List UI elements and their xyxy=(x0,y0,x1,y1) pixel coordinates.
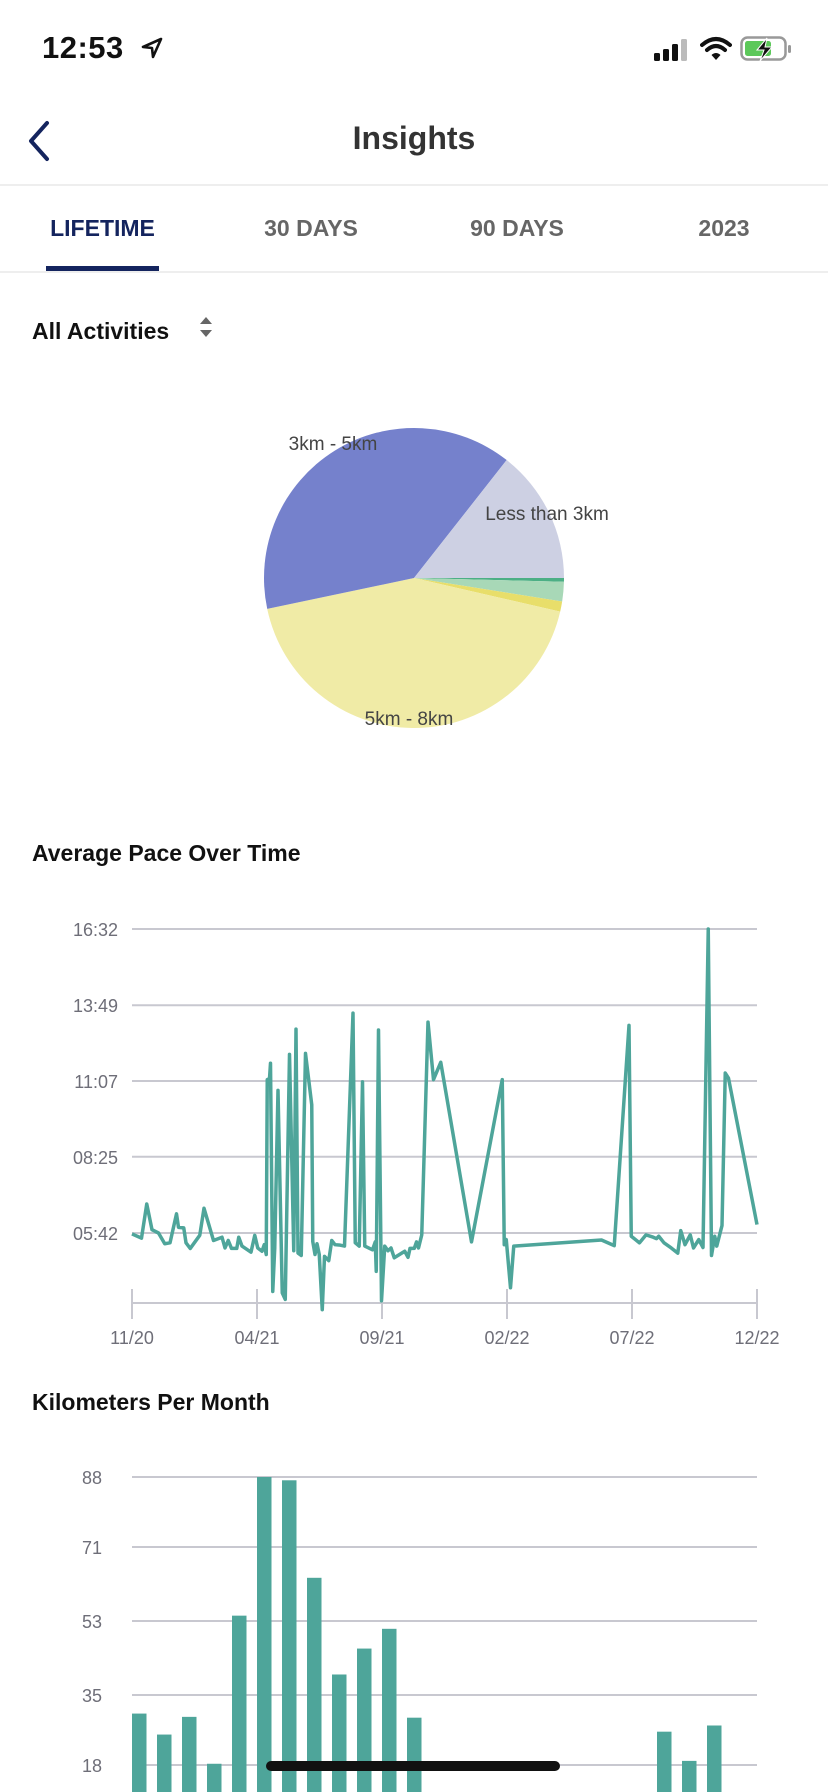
bar xyxy=(207,1763,222,1792)
bar xyxy=(657,1731,672,1792)
signal-icon xyxy=(654,39,687,61)
x-tick-label: 11/20 xyxy=(110,1328,154,1348)
bar xyxy=(332,1674,347,1792)
pie-slice xyxy=(414,578,564,602)
active-tab-indicator xyxy=(46,266,159,271)
x-tick-label: 09/21 xyxy=(359,1328,404,1348)
header-divider xyxy=(0,184,828,186)
pie-slice xyxy=(414,578,564,582)
x-tick-label: 07/22 xyxy=(609,1328,654,1348)
km-bar-chart: 88 71 53 35 18 xyxy=(82,1468,757,1792)
y-tick-label: 35 xyxy=(82,1686,102,1706)
bar xyxy=(707,1725,722,1792)
bar xyxy=(282,1480,297,1792)
y-tick-label: 71 xyxy=(82,1538,102,1558)
pie-label: 3km - 5km xyxy=(289,434,378,455)
y-tick-label: 05:42 xyxy=(73,1224,118,1244)
page-title: Insights xyxy=(352,120,476,156)
x-tick-label: 12/22 xyxy=(734,1328,779,1348)
activity-filter-select[interactable]: All Activities xyxy=(32,318,170,344)
pace-series-line xyxy=(131,927,759,1312)
bar xyxy=(382,1628,397,1792)
pie-label: 5km - 8km xyxy=(365,709,454,730)
pie-slice xyxy=(414,460,564,578)
tab-30-days[interactable]: 30 DAYS xyxy=(264,215,358,241)
bar xyxy=(407,1717,422,1792)
tab-2023[interactable]: 2023 xyxy=(698,215,750,241)
pace-line-chart: 16:32 13:49 11:07 08:25 05:42 11/20 04/21 09/21… xyxy=(73,920,780,1348)
battery-charging-icon xyxy=(740,36,791,62)
bar xyxy=(357,1648,372,1792)
bar xyxy=(132,1713,147,1792)
pie-slice xyxy=(264,427,507,609)
tab-90-days[interactable]: 90 DAYS xyxy=(470,215,564,241)
pace-chart-title: Average Pace Over Time xyxy=(32,840,301,866)
bar xyxy=(182,1716,197,1792)
x-tick-label: 02/22 xyxy=(484,1328,529,1348)
distance-pie-chart: Less than 3km 3km - 5km 5km - 8km xyxy=(264,427,609,730)
back-button[interactable] xyxy=(24,120,54,162)
y-tick-label: 11:07 xyxy=(74,1072,118,1092)
y-tick-label: 16:32 xyxy=(73,920,118,940)
bar xyxy=(682,1760,697,1792)
sort-arrows-icon[interactable] xyxy=(198,314,214,340)
km-chart-title: Kilometers Per Month xyxy=(32,1389,270,1415)
y-tick-label: 13:49 xyxy=(73,996,118,1016)
y-tick-label: 53 xyxy=(82,1612,102,1632)
bar xyxy=(157,1734,172,1792)
pie-label: Less than 3km xyxy=(485,504,609,525)
status-time: 12:53 xyxy=(42,30,124,65)
bar xyxy=(257,1477,272,1792)
bar xyxy=(307,1577,322,1792)
home-indicator[interactable] xyxy=(266,1761,560,1771)
bar xyxy=(232,1615,247,1792)
tabs-divider xyxy=(0,271,828,273)
y-tick-label: 18 xyxy=(82,1756,102,1776)
pie-slice xyxy=(267,578,561,728)
tab-lifetime[interactable]: LIFETIME xyxy=(50,215,155,241)
y-tick-label: 88 xyxy=(82,1468,102,1488)
pie-slice xyxy=(414,578,563,612)
location-arrow-icon xyxy=(141,37,163,59)
wifi-icon xyxy=(700,37,732,60)
y-tick-label: 08:25 xyxy=(73,1148,118,1168)
x-tick-label: 04/21 xyxy=(234,1328,279,1348)
